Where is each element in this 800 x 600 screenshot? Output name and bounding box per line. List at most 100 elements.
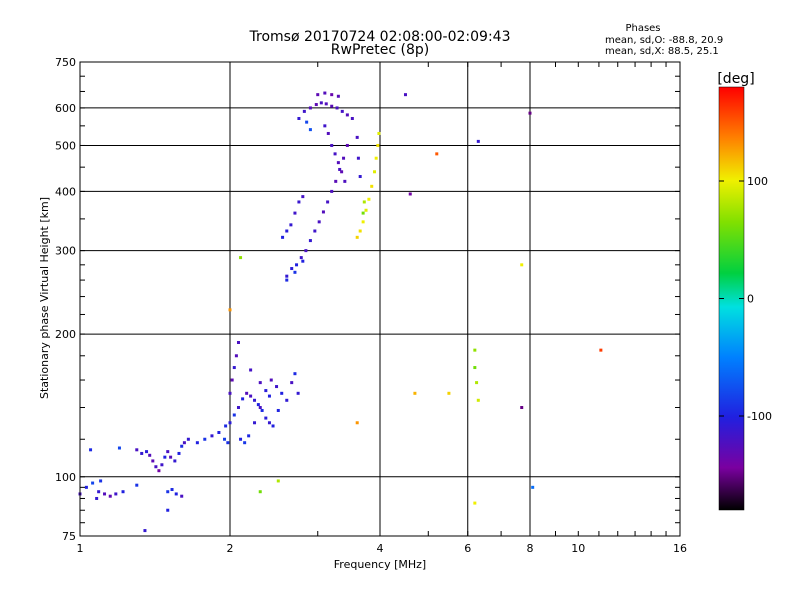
data-point	[280, 391, 284, 395]
data-point	[336, 94, 340, 98]
data-point	[166, 450, 170, 454]
data-point	[345, 113, 349, 117]
data-point	[323, 91, 327, 95]
data-point	[447, 391, 451, 395]
data-point	[243, 441, 247, 445]
data-point	[289, 223, 293, 227]
data-point	[169, 455, 173, 459]
data-point	[173, 459, 177, 463]
data-point	[476, 139, 480, 143]
data-point	[285, 229, 289, 233]
data-point	[355, 235, 359, 239]
y-tick-label: 500	[55, 139, 76, 152]
axis-ticks: 1 2 4 6 8 10 16 75 100 200 300 400 500 600 750	[55, 56, 687, 555]
data-point	[355, 421, 359, 425]
data-point	[301, 259, 305, 263]
data-point	[356, 156, 360, 160]
data-point	[256, 403, 260, 407]
data-point	[223, 437, 227, 441]
data-point	[264, 389, 268, 393]
data-point	[170, 488, 174, 492]
data-point	[473, 501, 477, 505]
x-tick-label: 16	[673, 542, 687, 555]
data-point	[335, 106, 339, 110]
data-point	[342, 156, 346, 160]
data-point	[143, 529, 147, 533]
data-point	[299, 256, 303, 260]
data-point	[217, 430, 221, 434]
y-tick-label: 400	[55, 185, 76, 198]
data-point	[334, 179, 338, 183]
data-point	[435, 152, 439, 156]
data-point	[275, 385, 279, 389]
data-point	[301, 195, 305, 199]
data-point	[374, 156, 378, 160]
data-point	[293, 372, 297, 376]
data-point	[245, 391, 249, 395]
data-point	[520, 263, 524, 267]
data-point	[236, 406, 240, 410]
data-point	[317, 220, 321, 224]
data-point	[330, 189, 334, 193]
data-point	[599, 348, 603, 352]
data-point	[313, 229, 317, 233]
data-point	[314, 103, 318, 107]
data-point	[304, 249, 308, 253]
data-point	[89, 448, 93, 452]
data-point	[358, 175, 362, 179]
data-point	[97, 490, 101, 494]
data-point	[528, 111, 532, 115]
data-point	[247, 434, 251, 438]
data-point	[319, 101, 323, 105]
data-point	[476, 398, 480, 402]
data-point	[302, 109, 306, 113]
y-tick-label: 200	[55, 328, 76, 341]
data-point	[145, 450, 149, 454]
data-point	[355, 135, 359, 139]
y-tick-label: 100	[55, 471, 76, 484]
data-point	[264, 416, 268, 420]
data-point	[330, 104, 334, 108]
data-point	[276, 479, 280, 483]
data-point	[121, 490, 125, 494]
data-point	[295, 263, 299, 267]
data-point	[345, 143, 349, 147]
data-point	[232, 413, 236, 417]
data-point	[253, 398, 257, 402]
data-point	[333, 152, 337, 156]
data-point	[232, 366, 236, 370]
data-point	[236, 340, 240, 344]
y-tick-label: 75	[62, 530, 76, 543]
data-point	[95, 496, 99, 500]
data-point	[210, 434, 214, 438]
data-point	[296, 391, 300, 395]
data-point	[330, 93, 334, 97]
data-point	[290, 267, 294, 271]
data-point	[260, 408, 264, 412]
y-axis-label: Stationary phase Virtual Height [km]	[38, 197, 51, 399]
data-point	[473, 366, 477, 370]
data-point	[367, 197, 371, 201]
colorbar-label: [deg]	[717, 71, 754, 87]
data-point	[195, 441, 199, 445]
data-point	[321, 210, 325, 214]
phases-x-stats: mean, sd,X: 88.5, 25.1	[605, 46, 719, 57]
colorbar-tick-label: 100	[747, 175, 768, 188]
data-point	[117, 446, 121, 450]
chart-subtitle: RwPretec (8p)	[331, 42, 429, 58]
data-point	[350, 116, 354, 120]
data-point	[166, 490, 170, 494]
data-point	[361, 211, 365, 215]
data-point	[269, 378, 273, 382]
data-point	[224, 424, 228, 428]
data-point	[239, 437, 243, 441]
data-point	[403, 93, 407, 97]
data-point	[166, 508, 170, 512]
data-point	[180, 494, 184, 498]
data-point	[135, 448, 139, 452]
data-point	[163, 455, 167, 459]
data-point	[336, 161, 340, 165]
data-point	[114, 492, 118, 496]
data-point	[475, 381, 479, 385]
data-point	[154, 465, 158, 469]
